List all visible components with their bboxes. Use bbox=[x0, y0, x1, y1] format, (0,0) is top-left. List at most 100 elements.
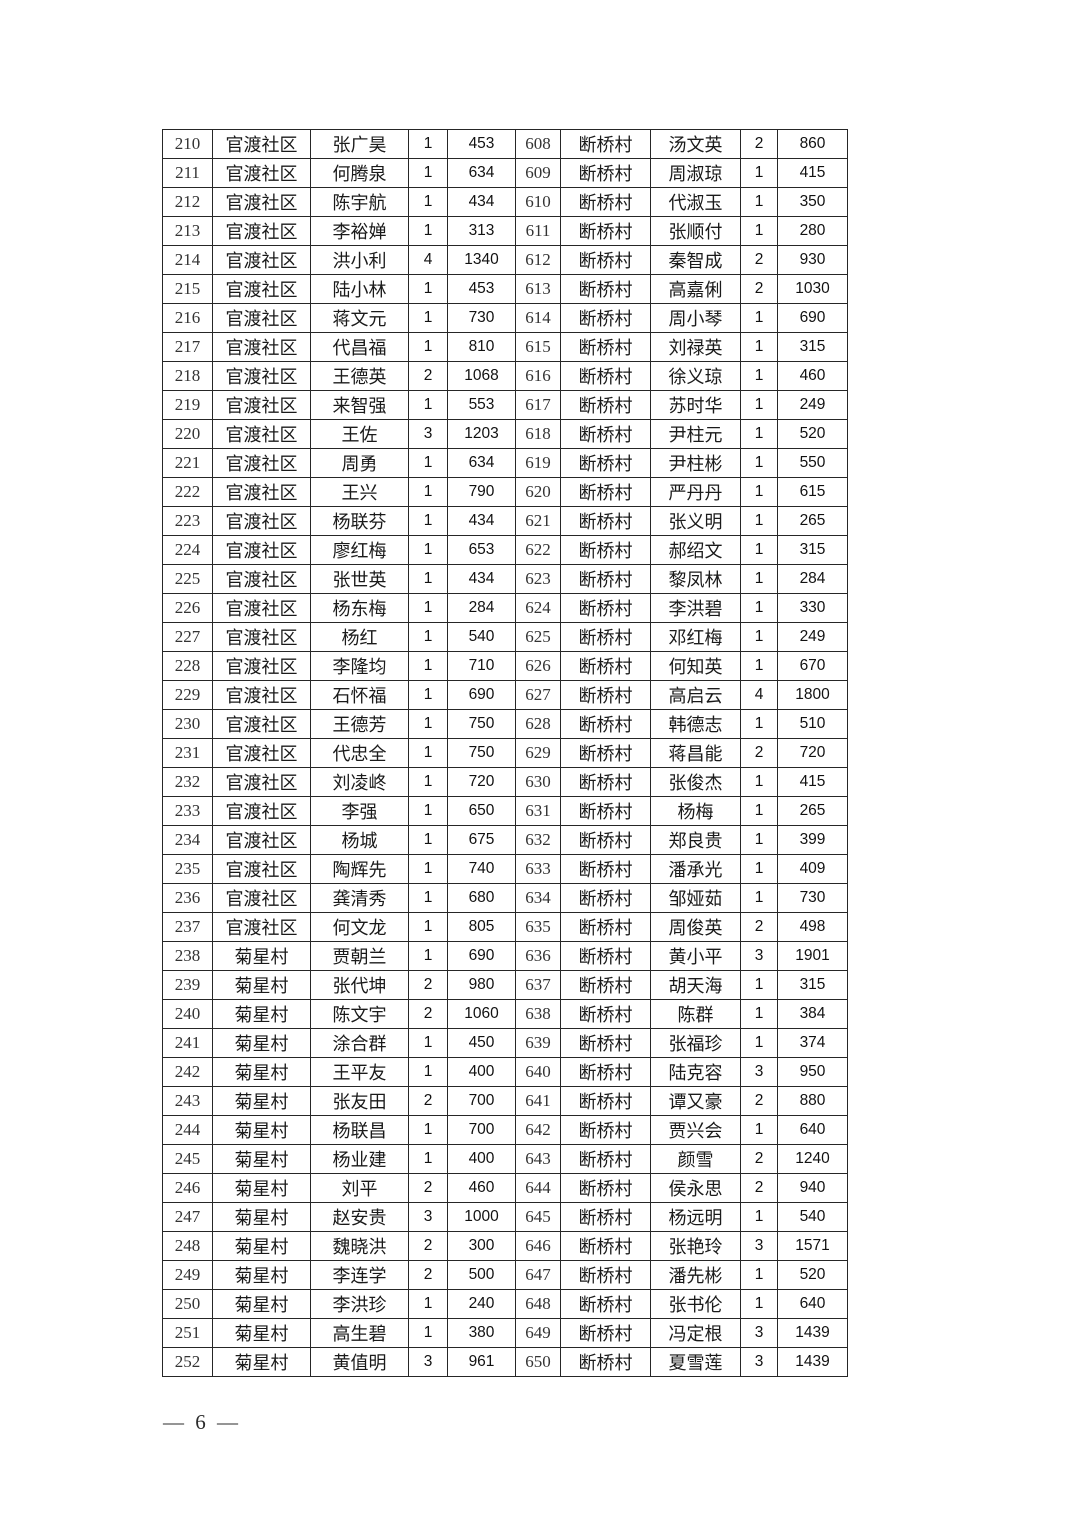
cell-count-right: 3 bbox=[740, 1347, 778, 1377]
table-row: 245 菊星村 杨业建 1 400 643 断桥村 颜雪 2 1240 bbox=[162, 1144, 848, 1174]
cell-person-left: 张代坤 bbox=[310, 970, 409, 1000]
cell-count-right: 1 bbox=[740, 709, 778, 739]
cell-person-left: 杨东梅 bbox=[310, 593, 409, 623]
cell-person-left: 王兴 bbox=[310, 477, 409, 507]
cell-unit-left: 菊星村 bbox=[212, 941, 311, 971]
cell-count-right: 1 bbox=[740, 158, 778, 188]
cell-amount-right: 540 bbox=[777, 1202, 848, 1232]
cell-serial-right: 648 bbox=[515, 1289, 561, 1319]
cell-serial-right: 632 bbox=[515, 825, 561, 855]
cell-unit-right: 断桥村 bbox=[560, 796, 651, 826]
cell-person-right: 周淑琼 bbox=[650, 158, 741, 188]
cell-serial-right: 646 bbox=[515, 1231, 561, 1261]
cell-unit-right: 断桥村 bbox=[560, 361, 651, 391]
cell-amount-left: 653 bbox=[447, 535, 516, 565]
cell-unit-right: 断桥村 bbox=[560, 622, 651, 652]
cell-person-left: 张世英 bbox=[310, 564, 409, 594]
cell-person-right: 谭又豪 bbox=[650, 1086, 741, 1116]
cell-count-left: 1 bbox=[408, 390, 448, 420]
cell-count-right: 3 bbox=[740, 941, 778, 971]
cell-serial-left: 239 bbox=[162, 970, 213, 1000]
cell-unit-left: 官渡社区 bbox=[212, 622, 311, 652]
table-row: 234 官渡社区 杨城 1 675 632 断桥村 郑良贵 1 399 bbox=[162, 825, 848, 855]
cell-count-left: 3 bbox=[408, 419, 448, 449]
cell-serial-right: 647 bbox=[515, 1260, 561, 1290]
cell-count-left: 1 bbox=[408, 477, 448, 507]
cell-count-left: 2 bbox=[408, 361, 448, 391]
cell-count-left: 1 bbox=[408, 1289, 448, 1319]
cell-amount-right: 940 bbox=[777, 1173, 848, 1203]
cell-person-right: 黄小平 bbox=[650, 941, 741, 971]
cell-person-left: 张友田 bbox=[310, 1086, 409, 1116]
cell-amount-right: 950 bbox=[777, 1057, 848, 1087]
cell-serial-left: 220 bbox=[162, 419, 213, 449]
cell-person-right: 陆克容 bbox=[650, 1057, 741, 1087]
cell-serial-right: 635 bbox=[515, 912, 561, 942]
cell-amount-left: 500 bbox=[447, 1260, 516, 1290]
cell-serial-left: 235 bbox=[162, 854, 213, 884]
cell-count-right: 1 bbox=[740, 593, 778, 623]
cell-amount-left: 750 bbox=[447, 709, 516, 739]
table-row: 239 菊星村 张代坤 2 980 637 断桥村 胡天海 1 315 bbox=[162, 970, 848, 1000]
cell-unit-right: 断桥村 bbox=[560, 593, 651, 623]
cell-unit-left: 官渡社区 bbox=[212, 477, 311, 507]
cell-serial-left: 233 bbox=[162, 796, 213, 826]
table-row: 213 官渡社区 李裕婵 1 313 611 断桥村 张顺付 1 280 bbox=[162, 216, 848, 246]
cell-unit-right: 断桥村 bbox=[560, 970, 651, 1000]
table-row: 242 菊星村 王平友 1 400 640 断桥村 陆克容 3 950 bbox=[162, 1057, 848, 1087]
cell-count-left: 1 bbox=[408, 303, 448, 333]
cell-unit-left: 官渡社区 bbox=[212, 158, 311, 188]
cell-unit-left: 菊星村 bbox=[212, 1173, 311, 1203]
cell-person-right: 高嘉俐 bbox=[650, 274, 741, 304]
cell-amount-left: 790 bbox=[447, 477, 516, 507]
cell-amount-left: 805 bbox=[447, 912, 516, 942]
cell-unit-right: 断桥村 bbox=[560, 1173, 651, 1203]
cell-person-left: 贾朝兰 bbox=[310, 941, 409, 971]
table-row: 216 官渡社区 蒋文元 1 730 614 断桥村 周小琴 1 690 bbox=[162, 303, 848, 333]
cell-count-left: 1 bbox=[408, 506, 448, 536]
cell-serial-left: 252 bbox=[162, 1347, 213, 1377]
cell-count-left: 2 bbox=[408, 1086, 448, 1116]
cell-amount-right: 1800 bbox=[777, 680, 848, 710]
cell-unit-right: 断桥村 bbox=[560, 1057, 651, 1087]
cell-unit-right: 断桥村 bbox=[560, 651, 651, 681]
cell-person-left: 陈宇航 bbox=[310, 187, 409, 217]
cell-unit-left: 菊星村 bbox=[212, 1347, 311, 1377]
table-row: 210 官渡社区 张广昊 1 453 608 断桥村 汤文英 2 860 bbox=[162, 129, 848, 159]
table-row: 235 官渡社区 陶辉先 1 740 633 断桥村 潘承光 1 409 bbox=[162, 854, 848, 884]
cell-count-right: 2 bbox=[740, 1173, 778, 1203]
cell-person-right: 高启云 bbox=[650, 680, 741, 710]
table-row: 251 菊星村 高生碧 1 380 649 断桥村 冯定根 3 1439 bbox=[162, 1318, 848, 1348]
cell-serial-left: 248 bbox=[162, 1231, 213, 1261]
cell-serial-left: 245 bbox=[162, 1144, 213, 1174]
cell-serial-left: 221 bbox=[162, 448, 213, 478]
table-row: 248 菊星村 魏晓洪 2 300 646 断桥村 张艳玲 3 1571 bbox=[162, 1231, 848, 1261]
cell-person-right: 侯永思 bbox=[650, 1173, 741, 1203]
cell-amount-right: 1030 bbox=[777, 274, 848, 304]
cell-serial-right: 609 bbox=[515, 158, 561, 188]
table-row: 240 菊星村 陈文宇 2 1060 638 断桥村 陈群 1 384 bbox=[162, 999, 848, 1029]
cell-person-left: 王平友 bbox=[310, 1057, 409, 1087]
cell-serial-right: 623 bbox=[515, 564, 561, 594]
cell-amount-right: 409 bbox=[777, 854, 848, 884]
cell-count-left: 1 bbox=[408, 767, 448, 797]
cell-count-left: 1 bbox=[408, 1144, 448, 1174]
cell-serial-right: 621 bbox=[515, 506, 561, 536]
cell-count-left: 1 bbox=[408, 1057, 448, 1087]
table-row: 230 官渡社区 王德芳 1 750 628 断桥村 韩德志 1 510 bbox=[162, 709, 848, 739]
cell-serial-right: 617 bbox=[515, 390, 561, 420]
cell-person-left: 石怀福 bbox=[310, 680, 409, 710]
cell-count-right: 1 bbox=[740, 448, 778, 478]
cell-serial-left: 210 bbox=[162, 129, 213, 159]
cell-amount-right: 330 bbox=[777, 593, 848, 623]
cell-person-left: 代忠全 bbox=[310, 738, 409, 768]
cell-person-right: 李洪碧 bbox=[650, 593, 741, 623]
cell-count-left: 1 bbox=[408, 680, 448, 710]
cell-serial-right: 616 bbox=[515, 361, 561, 391]
cell-amount-right: 1439 bbox=[777, 1347, 848, 1377]
cell-unit-left: 菊星村 bbox=[212, 999, 311, 1029]
cell-serial-left: 250 bbox=[162, 1289, 213, 1319]
cell-unit-left: 官渡社区 bbox=[212, 796, 311, 826]
cell-count-right: 1 bbox=[740, 506, 778, 536]
cell-amount-left: 690 bbox=[447, 680, 516, 710]
